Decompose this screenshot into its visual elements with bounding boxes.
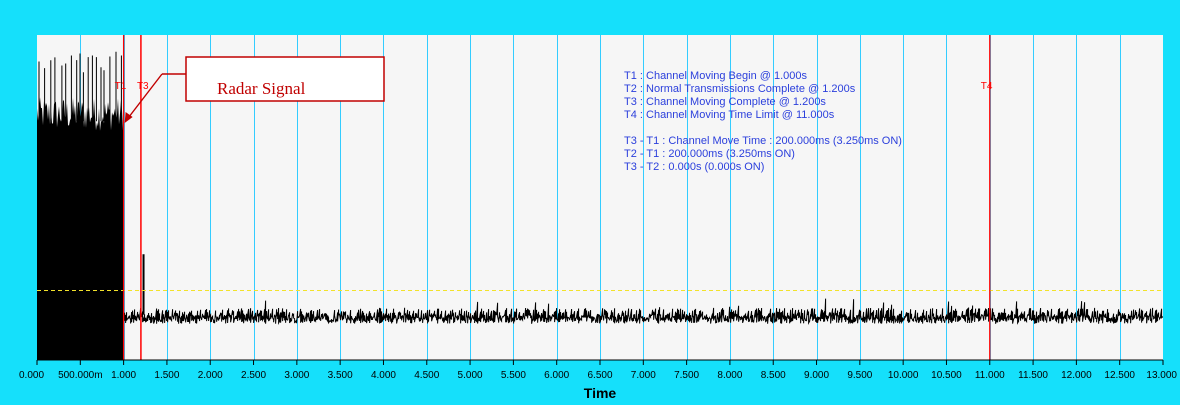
- x-tick-label: 1.500: [154, 370, 179, 381]
- x-tick-label: 6.500: [587, 370, 612, 381]
- info-line: T2 : Normal Transmissions Complete @ 1.2…: [624, 83, 856, 95]
- x-axis-title: Time: [584, 385, 617, 401]
- chart-svg: T1 T3 T4 T1 : Channel Moving Begin @ 1.000s…: [37, 35, 1163, 360]
- info-line: T3 : Channel Moving Complete @ 1.200s: [624, 96, 826, 108]
- info-line: T3 - T1 : Channel Move Time : 200.000ms …: [624, 135, 902, 147]
- x-tick-label: 0.000: [19, 370, 44, 381]
- info-line: T3 - T2 : 0.000s (0.000s ON): [624, 161, 764, 173]
- x-tick-label: 12.500: [1104, 370, 1135, 381]
- x-tick-label: 8.500: [761, 370, 786, 381]
- x-tick-label: 5.000: [458, 370, 483, 381]
- x-tick-label: 6.000: [544, 370, 569, 381]
- x-tick-label: 11.500: [1018, 370, 1048, 381]
- x-tick-label: 3.000: [284, 370, 309, 381]
- x-tick-label: 12.000: [1061, 370, 1092, 381]
- plot-area: T1 T3 T4 T1 : Channel Moving Begin @ 1.000s…: [37, 35, 1163, 360]
- x-tick-label: 3.500: [328, 370, 353, 381]
- signal-pulses: [38, 51, 122, 122]
- callout-box: [185, 56, 385, 102]
- callout-arrow-head: [124, 112, 133, 123]
- frame-top-edge: [0, 0, 1180, 5]
- x-tick-label: 11.000: [975, 370, 1005, 381]
- x-tick-label: 9.000: [804, 370, 829, 381]
- marker-label-t1: T1: [115, 81, 127, 92]
- x-tick-label: 9.500: [847, 370, 872, 381]
- marker-label-t4: T4: [981, 81, 993, 92]
- x-tick-label: 10.500: [931, 370, 962, 381]
- x-tick-label: 13.000: [1146, 370, 1177, 381]
- x-tick-label: 4.000: [371, 370, 396, 381]
- signal-burst: [37, 97, 124, 360]
- info-line: T1 : Channel Moving Begin @ 1.000s: [624, 70, 807, 82]
- x-tick-label: 7.500: [674, 370, 699, 381]
- x-tick-label: 7.000: [631, 370, 656, 381]
- callout-arrow-shaft: [126, 73, 163, 121]
- x-tick-label: 8.000: [717, 370, 742, 381]
- x-tick-label: 10.000: [888, 370, 919, 381]
- x-tick-label: 2.500: [241, 370, 266, 381]
- info-line: T4 : Channel Moving Time Limit @ 11.000s: [624, 109, 835, 121]
- x-tick-label: 5.500: [501, 370, 526, 381]
- x-tick-label: 2.000: [198, 370, 223, 381]
- marker-label-t3: T3: [137, 81, 149, 92]
- x-tick-label: 1.000: [111, 370, 136, 381]
- callout-label: Radar Signal: [217, 79, 306, 98]
- callout: Radar Signal: [124, 56, 385, 123]
- x-tick-label: 4.500: [414, 370, 439, 381]
- info-line: T2 - T1 : 200.000ms (3.250ms ON): [624, 148, 795, 160]
- x-tick-label: 500.000m: [58, 370, 102, 381]
